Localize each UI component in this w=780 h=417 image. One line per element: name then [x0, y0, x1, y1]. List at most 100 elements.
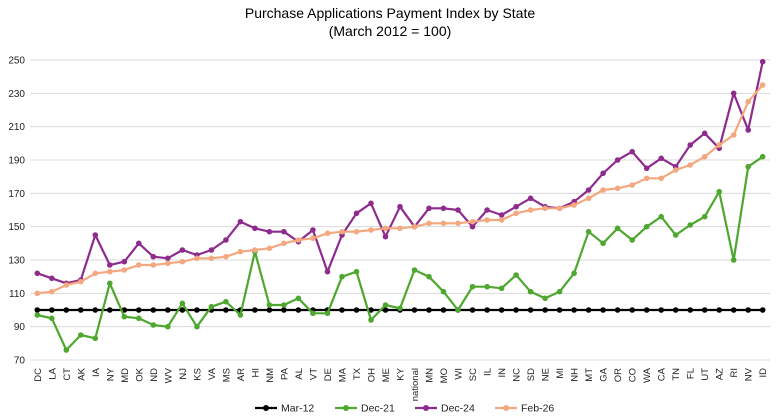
x-tick-label: SD	[526, 368, 537, 381]
data-point	[223, 307, 229, 313]
data-point	[745, 163, 751, 170]
x-tick-label: NJ	[178, 368, 189, 380]
data-point	[310, 310, 316, 317]
data-point	[556, 307, 563, 313]
series-group	[34, 58, 766, 353]
data-point	[614, 307, 621, 313]
x-tick-label: HI	[250, 368, 261, 378]
data-point	[498, 285, 505, 292]
data-point	[165, 255, 171, 262]
y-tick-label: 150	[8, 222, 25, 233]
data-point	[266, 302, 273, 308]
data-point	[223, 253, 229, 260]
y-axis: 70 90 110 130 150 170 190 210 230 250	[8, 56, 25, 367]
data-point	[208, 255, 215, 262]
data-point	[556, 288, 563, 295]
legend: Mar-12 Dec-21 Dec-24 Feb-26	[255, 403, 554, 415]
x-axis: DC LA CT AK IA NY MD OK ND WV NJ KS VA MS AR HI NM PA AL VT…	[33, 367, 769, 401]
data-point	[281, 240, 287, 247]
data-point	[136, 240, 142, 247]
data-point	[614, 225, 621, 232]
data-point	[78, 278, 84, 285]
x-tick-label: MS	[221, 368, 232, 382]
data-point	[484, 283, 490, 290]
data-point	[542, 307, 548, 313]
data-point	[426, 307, 432, 313]
data-point	[179, 307, 186, 313]
x-tick-label: NV	[744, 367, 755, 381]
data-point	[643, 223, 650, 230]
data-point	[266, 307, 273, 313]
x-tick-label: AK	[76, 367, 87, 380]
data-point	[701, 153, 708, 160]
data-point	[687, 142, 693, 148]
data-point	[629, 148, 635, 155]
data-point	[484, 207, 490, 213]
data-point	[716, 188, 722, 195]
x-tick-label: TX	[352, 367, 363, 380]
data-point	[107, 262, 113, 268]
data-point	[759, 58, 766, 65]
data-point	[223, 237, 229, 243]
data-point	[34, 307, 41, 313]
data-point	[527, 288, 534, 295]
x-tick-label: WV	[163, 367, 174, 383]
series-dec-21	[34, 153, 766, 353]
data-point	[571, 270, 577, 277]
data-point	[310, 227, 316, 233]
data-point	[165, 260, 171, 267]
data-point	[34, 312, 41, 318]
x-tick-label: AL	[294, 368, 305, 380]
legend-swatch-marker	[423, 405, 429, 411]
data-point	[92, 270, 99, 277]
gridlines	[30, 59, 770, 361]
data-point	[658, 155, 664, 162]
data-point	[136, 307, 142, 313]
data-point	[150, 307, 157, 313]
x-tick-label: CA	[657, 367, 668, 381]
data-point	[484, 217, 490, 223]
x-tick-label: TN	[671, 368, 682, 381]
x-tick-label: ID	[758, 368, 769, 378]
data-point	[513, 307, 519, 313]
data-point	[730, 257, 737, 263]
data-point	[382, 233, 389, 240]
data-point	[455, 307, 461, 313]
x-tick-label: DC	[33, 368, 44, 382]
data-point	[672, 167, 679, 173]
data-point	[194, 307, 200, 313]
x-tick-label: WI	[454, 368, 465, 380]
data-point	[339, 273, 345, 280]
data-point	[426, 273, 432, 280]
data-point	[585, 195, 592, 202]
legend-item: Dec-21	[335, 403, 395, 415]
x-tick-label: NM	[265, 368, 276, 383]
data-point	[687, 162, 693, 168]
data-point	[179, 247, 186, 253]
y-tick-label: 130	[8, 256, 25, 267]
data-point	[658, 175, 664, 182]
data-point	[324, 230, 331, 237]
data-point	[78, 332, 84, 338]
data-point	[411, 307, 418, 313]
data-point	[252, 307, 258, 313]
data-point	[121, 267, 128, 273]
data-point	[672, 307, 679, 313]
data-point	[527, 207, 534, 213]
data-point	[63, 307, 70, 313]
x-tick-label: IN	[497, 368, 508, 378]
data-point	[411, 267, 418, 273]
data-point	[643, 165, 650, 172]
data-point	[498, 307, 505, 313]
x-tick-label: NE	[541, 368, 552, 381]
data-point	[426, 220, 432, 227]
x-tick-label: MI	[555, 368, 566, 379]
data-point	[107, 268, 113, 275]
x-tick-label: ME	[381, 368, 392, 382]
x-tick-label: VA	[207, 367, 218, 380]
data-point	[49, 288, 55, 295]
x-tick-label: OR	[613, 368, 624, 382]
data-point	[368, 227, 374, 233]
data-point	[571, 307, 577, 313]
data-point	[382, 302, 389, 308]
